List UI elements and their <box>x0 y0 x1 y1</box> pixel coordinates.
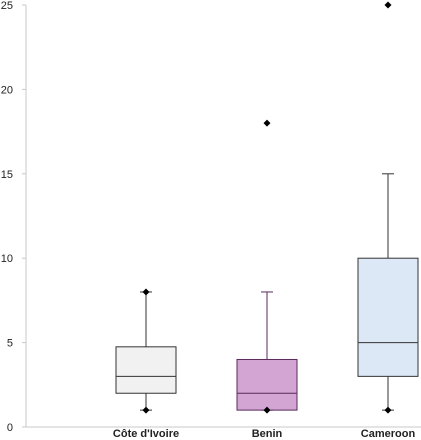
y-tick-label: 20 <box>1 84 13 96</box>
category-labels: Côte d'Ivoire Benin Cameroon <box>113 428 416 440</box>
y-tick-label: 5 <box>7 338 13 350</box>
y-tick-label: 25 <box>1 0 13 12</box>
y-tick-label: 0 <box>7 422 13 434</box>
extreme-marker <box>142 288 150 296</box>
category-label: Cameroon <box>361 428 416 440</box>
box-1 <box>236 119 298 414</box>
extreme-marker <box>263 406 271 414</box>
boxes <box>115 1 419 414</box>
category-label: Côte d'Ivoire <box>113 428 179 440</box>
box-iqr <box>236 358 298 411</box>
y-tick-label: 10 <box>1 253 13 265</box>
category-label: Benin <box>252 428 283 440</box>
outlier-point <box>384 1 392 9</box>
extreme-marker <box>142 406 150 414</box>
box-2 <box>357 1 419 414</box>
box-iqr <box>115 346 177 394</box>
outlier-point <box>263 119 271 127</box>
extreme-marker <box>384 406 392 414</box>
box-iqr <box>357 257 419 377</box>
box-0 <box>115 288 177 414</box>
y-tick-label: 15 <box>1 169 13 181</box>
